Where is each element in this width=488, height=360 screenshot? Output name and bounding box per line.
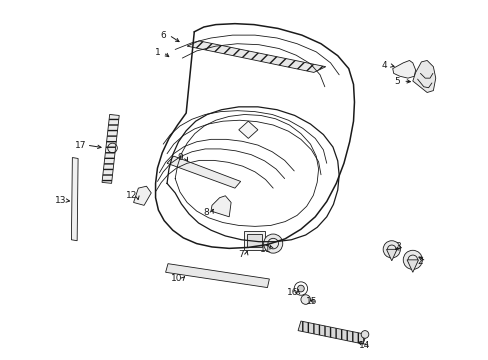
Text: 4: 4 xyxy=(381,61,386,70)
Polygon shape xyxy=(406,260,418,272)
Text: 6: 6 xyxy=(160,31,166,40)
Polygon shape xyxy=(167,156,240,188)
Polygon shape xyxy=(211,196,231,217)
Text: 3: 3 xyxy=(395,242,401,251)
Polygon shape xyxy=(102,114,119,183)
Polygon shape xyxy=(247,234,261,247)
Circle shape xyxy=(403,250,422,269)
Circle shape xyxy=(361,330,368,338)
Text: 7: 7 xyxy=(237,249,243,258)
Circle shape xyxy=(300,295,310,304)
Text: 11: 11 xyxy=(260,245,271,254)
Polygon shape xyxy=(298,321,366,344)
Polygon shape xyxy=(412,60,435,93)
Text: 15: 15 xyxy=(305,297,317,306)
Text: 10: 10 xyxy=(170,274,182,283)
Text: 12: 12 xyxy=(126,191,137,200)
Circle shape xyxy=(297,285,304,292)
Text: 1: 1 xyxy=(154,48,160,57)
Polygon shape xyxy=(187,41,325,72)
Text: 14: 14 xyxy=(359,341,370,350)
Text: 13: 13 xyxy=(55,196,66,205)
Text: 8: 8 xyxy=(203,207,209,216)
Text: 2: 2 xyxy=(417,257,423,266)
Text: 9: 9 xyxy=(177,153,183,162)
Text: 17: 17 xyxy=(75,141,86,150)
Circle shape xyxy=(263,234,282,253)
Polygon shape xyxy=(244,231,264,250)
Polygon shape xyxy=(386,249,396,261)
Polygon shape xyxy=(165,264,269,288)
Text: 16: 16 xyxy=(286,288,298,297)
Polygon shape xyxy=(71,158,78,241)
Polygon shape xyxy=(133,186,151,205)
Polygon shape xyxy=(392,60,415,78)
Circle shape xyxy=(383,241,400,258)
Polygon shape xyxy=(238,121,257,138)
Text: 5: 5 xyxy=(394,77,400,86)
